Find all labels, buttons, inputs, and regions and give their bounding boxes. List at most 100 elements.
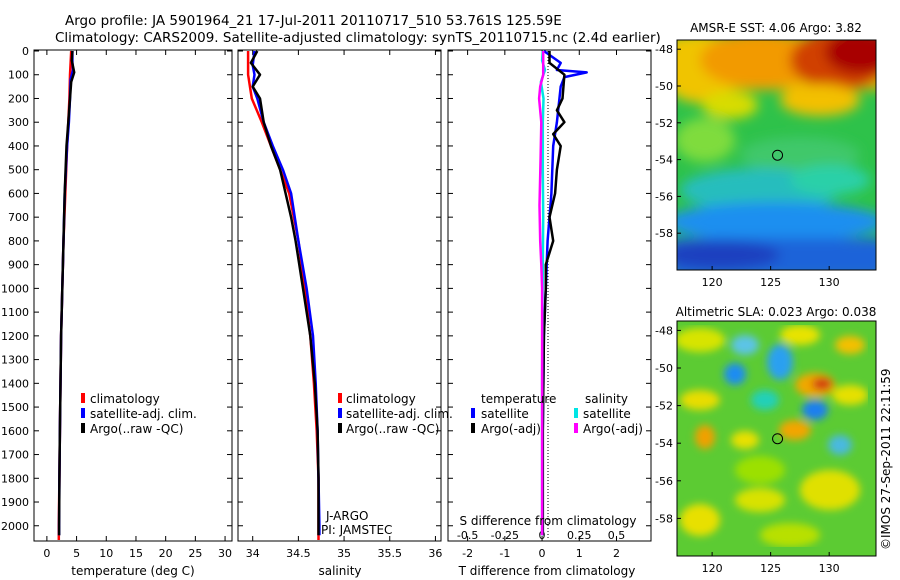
sla-field-image <box>677 321 876 556</box>
lat-tick-label: -54 <box>655 437 673 450</box>
depth-tick-label: 1900 <box>1 496 29 509</box>
depth-tick-label: 1400 <box>1 377 29 390</box>
temperature-legend: climatology satellite-adj. clim. Argo(..… <box>81 392 197 436</box>
legend-swatch-salinity-argo <box>574 423 578 433</box>
depth-tick-label: 1500 <box>1 401 29 414</box>
legend-swatch-temperature-argo <box>471 423 475 433</box>
x2-tick-label: 0.5 <box>608 529 626 542</box>
depth-tick-label: 1200 <box>1 330 29 343</box>
salinity-panel: 34 34.5 35 35.5 36 salinity climatology sate… <box>237 49 453 578</box>
lat-tick-label: -54 <box>655 154 673 167</box>
x2-tick-label: -0.25 <box>491 529 519 542</box>
principal-investigator-label: PI: JAMSTEC <box>321 523 392 537</box>
depth-tick-label: 100 <box>8 69 29 82</box>
lon-tick-label: 125 <box>760 276 781 289</box>
legend-swatch-argo <box>338 423 342 433</box>
x-tick-label: 5 <box>73 547 80 560</box>
lat-tick-label: -48 <box>655 324 673 337</box>
lon-tick-label: 130 <box>819 276 840 289</box>
argo-float-location-marker <box>772 433 784 445</box>
difference-plot-frame <box>447 49 652 542</box>
lon-tick-label: 130 <box>819 562 840 575</box>
lon-tick-label: 120 <box>702 276 723 289</box>
x2-tick-label: -0.5 <box>457 529 478 542</box>
x-tick-label: 34.5 <box>286 547 311 560</box>
lon-tick-label: 125 <box>760 562 781 575</box>
legend-swatch-argo <box>81 423 85 433</box>
difference-series <box>537 49 588 536</box>
x-tick-label: -1 <box>499 547 510 560</box>
legend-swatch-salinity-satellite <box>574 408 578 418</box>
s-difference-x-label: S difference from climatology <box>460 514 637 528</box>
legend-label-argo: Argo(..raw -QC) <box>90 422 183 436</box>
x-tick-label: 25 <box>188 547 202 560</box>
depth-tick-label: 1100 <box>1 306 29 319</box>
legend-label-satellite: satellite-adj. clim. <box>90 407 197 421</box>
depth-tick-label: 200 <box>8 92 29 105</box>
legend-swatch-satellite <box>338 408 342 418</box>
series-line-temperature-argo-adj- <box>541 51 566 536</box>
lat-tick-label: -48 <box>655 43 673 56</box>
argo-float-location-marker <box>772 149 784 161</box>
legend-label-temperature-argo: Argo(-adj) <box>481 422 541 436</box>
legend-label-temperature-satellite: satellite <box>481 407 529 421</box>
salinity-x-label: salinity <box>318 564 361 578</box>
legend-label-salinity-satellite: satellite <box>583 407 631 421</box>
x-tick-label: 35 <box>337 547 351 560</box>
x-tick-label: 10 <box>99 547 113 560</box>
lat-tick-label: -50 <box>655 362 673 375</box>
depth-tick-label: 900 <box>8 259 29 272</box>
temperature-x-label: temperature (deg C) <box>71 564 194 578</box>
difference-depth-ticks <box>448 50 651 527</box>
salinity-depth-ticks <box>238 50 441 527</box>
lat-tick-label: -58 <box>655 512 673 525</box>
lat-tick-label: -52 <box>655 117 673 130</box>
temperature-plot-frame <box>33 49 233 542</box>
header-title-line-2: Climatology: CARS2009. Satellite-adjuste… <box>55 30 661 46</box>
lat-tick-label: -56 <box>655 475 673 488</box>
legend-swatch-satellite <box>81 408 85 418</box>
series-line-argo-raw-qc- <box>249 50 320 536</box>
x-tick-label: 2 <box>613 547 620 560</box>
depth-tick-label: 400 <box>8 140 29 153</box>
legend-header-salinity: salinity <box>585 392 628 406</box>
sla-map-title: Altimetric SLA: 0.023 Argo: 0.038 <box>676 305 877 319</box>
series-line-salinity-argo-adj- <box>537 51 545 536</box>
lat-tick-label: -56 <box>655 190 673 203</box>
x-tick-label: 0 <box>539 547 546 560</box>
difference-panel: -2 -1 0 1 2 -0.5 -0.25 0 0.25 0.5 T difference f… <box>447 49 652 578</box>
x-tick-label: -2 <box>462 547 473 560</box>
depth-tick-label: 800 <box>8 235 29 248</box>
sla-map-panel: Altimetric SLA: 0.023 Argo: 0.038 <box>655 305 877 575</box>
legend-label-salinity-argo: Argo(-adj) <box>583 422 643 436</box>
s-difference-x-axis: -0.5 -0.25 0 0.25 0.5 <box>457 529 625 542</box>
legend-header-temperature: temperature <box>481 392 556 406</box>
sst-map-frame <box>676 39 877 271</box>
sla-map-frame <box>676 320 877 557</box>
depth-tick-label: 1600 <box>1 425 29 438</box>
depth-tick-label: 700 <box>8 211 29 224</box>
depth-tick-label: 1000 <box>1 282 29 295</box>
x-tick-label: 15 <box>129 547 143 560</box>
depth-axis: 0 100 200 300 400 500 600 700 800 900 1000 1100 1200… <box>1 45 232 533</box>
x-tick-label: 35.5 <box>378 547 403 560</box>
legend-swatch-climatology <box>338 393 342 403</box>
depth-tick-label: 1800 <box>1 472 29 485</box>
x-tick-label: 0 <box>43 547 50 560</box>
x-tick-label: 34 <box>246 547 260 560</box>
lat-tick-label: -58 <box>655 227 673 240</box>
salinity-plot-frame <box>237 49 442 542</box>
legend-label-climatology: climatology <box>346 392 416 406</box>
legend-label-argo: Argo(..raw -QC) <box>346 422 439 436</box>
x2-tick-label: 0 <box>539 529 546 542</box>
lat-tick-label: -52 <box>655 400 673 413</box>
series-line-argo-raw-qc- <box>57 50 76 536</box>
t-difference-x-label: T difference from climatology <box>458 564 636 578</box>
depth-tick-label: 1300 <box>1 354 29 367</box>
x-tick-label: 1 <box>576 547 583 560</box>
legend-swatch-temperature-satellite <box>471 408 475 418</box>
sst-field-image <box>677 40 876 270</box>
temperature-panel: 0100200300400500600700800900100011001200… <box>1 45 233 578</box>
depth-tick-label: 600 <box>8 187 29 200</box>
depth-tick-label: 1700 <box>1 449 29 462</box>
